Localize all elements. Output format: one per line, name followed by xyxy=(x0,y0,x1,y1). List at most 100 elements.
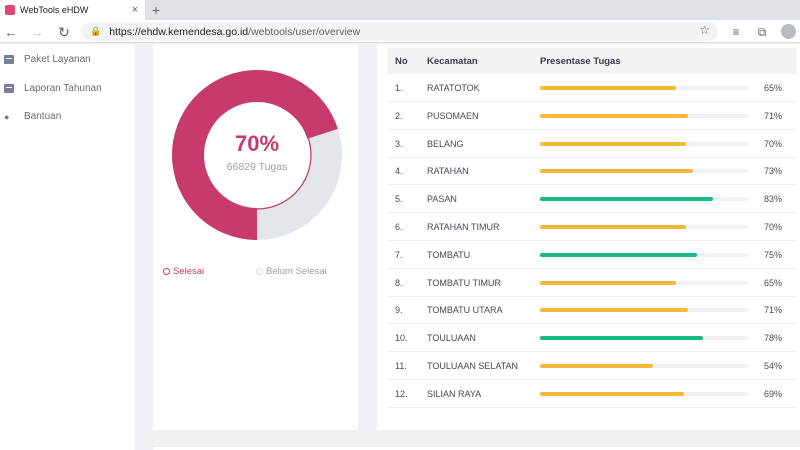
row-number: 3. xyxy=(395,138,403,149)
collections-icon[interactable]: ⧉ xyxy=(757,25,767,39)
table-row: 6. RATAHAN TIMUR 70% xyxy=(387,213,797,241)
row-percent: 75% xyxy=(764,249,783,260)
table-row: 1. RATATOTOK 65% xyxy=(387,74,797,102)
row-kecamatan: TOMBATU TIMUR xyxy=(427,277,501,288)
table-row: 4. RATAHAN 73% xyxy=(387,157,797,186)
row-kecamatan: TOMBATU UTARA xyxy=(427,305,503,316)
browser-tab[interactable]: WebTools eHDW × xyxy=(0,0,145,20)
district-table-card: No Kecamatan Presentase Tugas 1. RATATOTO… xyxy=(377,44,800,430)
sidebar-item-bantuan[interactable]: ● Bantuan xyxy=(0,106,135,126)
table-row: 11. TOULUAAN SELATAN 54% xyxy=(387,352,797,380)
sidebar: Paket Layanan Laporan Tahunan ● Bantuan xyxy=(0,44,135,450)
row-kecamatan: TOULUAAN SELATAN xyxy=(427,361,519,371)
progress-track xyxy=(540,169,749,174)
address-bar[interactable]: 🔒 https://ehdw.kemendesa.go.id/webtools/… xyxy=(82,22,718,41)
progress-bar xyxy=(540,86,676,90)
table-row: 7. TOMBATU 75% xyxy=(387,241,797,269)
row-number: 9. xyxy=(395,305,403,316)
sidebar-item-laporan-tahunan[interactable]: Laporan Tahunan xyxy=(0,78,135,98)
tab-title: WebTools eHDW xyxy=(20,5,89,15)
row-number: 10. xyxy=(395,333,408,344)
profile-avatar-icon[interactable] xyxy=(781,24,796,39)
row-percent: 73% xyxy=(764,166,783,177)
progress-track xyxy=(540,225,749,229)
legend-dot-icon xyxy=(256,268,263,275)
favicon-icon xyxy=(5,5,15,15)
progress-track xyxy=(540,391,749,396)
row-number: 6. xyxy=(395,222,403,232)
row-kecamatan: BELANG xyxy=(427,138,464,149)
table-row: 10. TOULUAAN 78% xyxy=(387,324,797,353)
table-row: 9. TOMBATU UTARA 71% xyxy=(387,296,797,325)
row-kecamatan: RATAHAN TIMUR xyxy=(427,222,500,232)
progress-bar xyxy=(540,252,697,257)
table-header: No Kecamatan Presentase Tugas xyxy=(387,48,797,74)
reading-list-icon[interactable]: ≡ xyxy=(732,25,740,39)
row-percent: 70% xyxy=(764,138,783,149)
row-number: 12. xyxy=(395,388,408,399)
bookmark-star-icon[interactable]: ☆ xyxy=(699,23,710,37)
donut-completed-arc xyxy=(172,70,342,240)
row-percent: 54% xyxy=(764,361,783,371)
sidebar-item-label: Bantuan xyxy=(24,110,62,122)
progress-bar xyxy=(540,308,689,313)
legend-selesai[interactable]: Selesai xyxy=(163,266,204,277)
row-percent: 83% xyxy=(764,194,783,205)
row-kecamatan: RATAHAN xyxy=(427,166,469,177)
browser-tab-strip: WebTools eHDW × + xyxy=(0,0,800,20)
table-row: 12. SILIAN RAYA 69% xyxy=(387,380,797,408)
row-percent: 70% xyxy=(764,222,783,232)
row-percent: 65% xyxy=(764,83,783,93)
row-percent: 71% xyxy=(764,305,783,316)
progress-bar xyxy=(540,364,653,368)
row-percent: 71% xyxy=(764,110,783,121)
progress-track xyxy=(540,280,749,285)
row-number: 8. xyxy=(395,277,403,288)
box-icon xyxy=(4,54,14,64)
forward-icon[interactable]: → xyxy=(30,24,44,40)
back-icon[interactable]: ← xyxy=(4,24,18,40)
legend-label: Belum Selesai xyxy=(266,266,327,277)
row-number: 2. xyxy=(395,110,403,121)
header-no: No xyxy=(395,56,408,67)
progress-bar xyxy=(540,336,704,341)
progress-track xyxy=(540,364,749,368)
donut-task-count: 66829 Tugas xyxy=(226,161,288,173)
row-kecamatan: SILIAN RAYA xyxy=(427,388,482,399)
progress-track xyxy=(540,308,749,313)
row-kecamatan: PASAN xyxy=(427,194,457,205)
new-tab-icon[interactable]: + xyxy=(151,2,161,18)
url-path: /webtools/user/overview xyxy=(248,25,361,38)
donut-chart: 70% 66829 Tugas xyxy=(171,69,343,241)
row-number: 4. xyxy=(395,166,403,177)
chat-icon: ● xyxy=(4,111,10,122)
progress-track xyxy=(540,197,749,202)
header-kecamatan: Kecamatan xyxy=(427,56,478,67)
progress-bar xyxy=(540,391,685,396)
legend-belum-selesai[interactable]: Belum Selesai xyxy=(256,266,327,277)
legend-dot-icon xyxy=(163,268,170,275)
row-number: 5. xyxy=(395,194,403,205)
lock-icon: 🔒 xyxy=(90,26,102,36)
table-row: 2. PUSOMAEN 71% xyxy=(387,102,797,130)
progress-bar xyxy=(540,141,687,146)
summary-card: 70% 66829 Tugas Selesai Belum Selesai xyxy=(153,44,358,430)
close-tab-icon[interactable]: × xyxy=(131,4,139,16)
progress-track xyxy=(540,113,749,118)
progress-bar xyxy=(540,225,687,229)
header-presentase: Presentase Tugas xyxy=(540,56,621,67)
progress-track xyxy=(540,141,749,146)
donut-inner-ring xyxy=(202,100,312,210)
donut-percent-label: 70% xyxy=(234,131,280,156)
row-percent: 78% xyxy=(764,333,783,344)
progress-bar xyxy=(540,280,676,285)
progress-bar xyxy=(540,113,689,118)
reload-icon[interactable]: ↻ xyxy=(58,24,70,40)
row-kecamatan: RATATOTOK xyxy=(427,83,480,93)
table-row: 5. PASAN 83% xyxy=(387,185,797,214)
url-text: https://ehdw.kemendesa.go.id/webtools/us… xyxy=(109,26,360,38)
row-kecamatan: TOMBATU xyxy=(427,249,471,260)
row-kecamatan: PUSOMAEN xyxy=(427,110,479,121)
sidebar-item-paket-layanan[interactable]: Paket Layanan xyxy=(0,49,135,69)
box-icon xyxy=(4,83,14,93)
